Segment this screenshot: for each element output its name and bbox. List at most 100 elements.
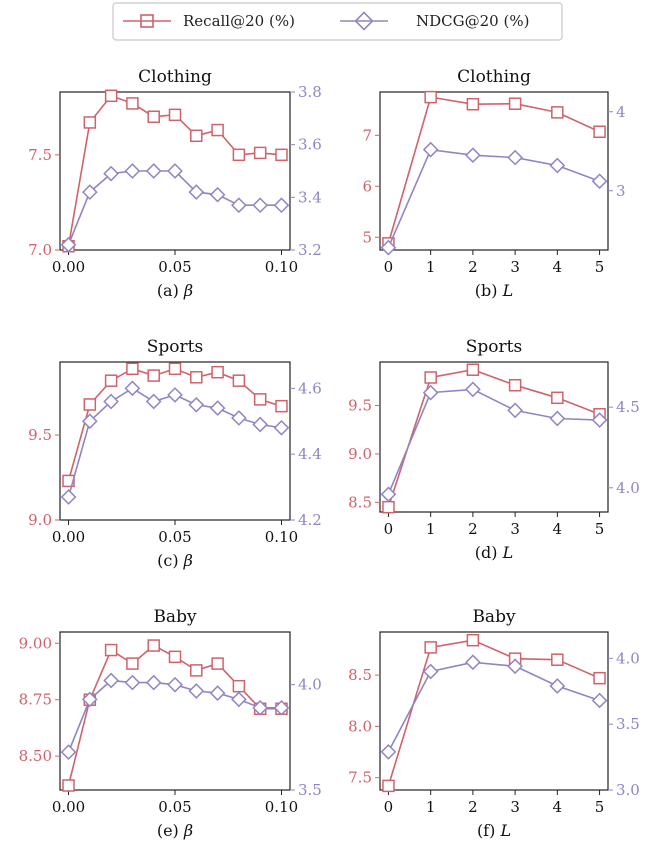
ndcg-point	[507, 402, 523, 419]
legend-ndcg-label: NDCG@20 (%)	[416, 12, 529, 30]
subplot-title: Sports	[466, 337, 522, 357]
subplot-caption: (f) L	[477, 821, 511, 840]
ndcg-point	[465, 147, 481, 164]
x-tick-label: 0.00	[52, 258, 85, 276]
recall-point	[211, 657, 224, 670]
ndcg-point	[465, 654, 481, 671]
ndcg-point	[81, 413, 98, 430]
y-left-tick-label: 5	[362, 228, 372, 246]
legend-frame	[112, 2, 563, 41]
subplot-1: Clothing 0.00 0.05 0.10 7.0 7.5 3.2 3.4 3.6 3.8 (a…	[28, 67, 322, 300]
y-right-tick-label: 4.6	[298, 379, 322, 397]
ndcg-point	[231, 410, 247, 426]
ndcg-point	[252, 699, 269, 716]
subplot-caption: (b) L	[475, 281, 513, 300]
ndcg-point	[103, 393, 119, 410]
ndcg-point	[60, 489, 77, 505]
recall-point	[593, 671, 606, 685]
x-tick-label: 1	[426, 258, 436, 276]
y-right-tick-label: 3.6	[298, 136, 322, 154]
x-tick-label: 4	[553, 258, 563, 276]
x-tick-label: 1	[426, 798, 436, 816]
x-tick-label: 0.00	[52, 798, 85, 816]
ndcg-point	[422, 663, 439, 680]
plot-frame	[379, 361, 609, 513]
ndcg-point	[231, 691, 247, 708]
x-tick-label: 0.10	[265, 528, 298, 546]
legend-recall-label: Recall@20 (%)	[183, 12, 295, 30]
x-tick-label: 0.05	[158, 258, 191, 276]
recall-point	[232, 374, 246, 387]
recall-point	[232, 679, 246, 693]
ndcg-point	[60, 236, 77, 253]
y-right-tick-label: 4	[616, 103, 626, 121]
recall-point	[424, 641, 437, 654]
y-left-tick-label: 6	[362, 177, 372, 195]
recall-point	[168, 108, 182, 122]
ndcg-point	[209, 400, 226, 416]
recall-point	[190, 664, 203, 677]
subplot-title: Baby	[153, 607, 197, 627]
ndcg-point	[103, 165, 119, 182]
recall-series-line	[67, 644, 282, 786]
recall-point	[253, 393, 267, 406]
y-left-tick-label: 8.0	[348, 717, 372, 735]
ndcg-point	[124, 380, 141, 397]
recall-point	[190, 129, 203, 143]
ndcg-point	[103, 672, 119, 689]
recall-point	[466, 363, 480, 376]
ndcg-point	[145, 674, 162, 691]
y-right-tick-label: 4.0	[298, 676, 322, 694]
x-tick-label: 5	[595, 258, 605, 276]
recall-point	[168, 362, 182, 376]
recall-point	[508, 378, 522, 392]
y-right-tick-label: 4.2	[298, 511, 322, 529]
ndcg-point	[273, 699, 290, 716]
x-tick-label: 0	[384, 798, 394, 816]
recall-series-line	[387, 96, 600, 244]
recall-series-line	[67, 367, 282, 482]
legend: Recall@20 (%) NDCG@20 (%)	[112, 2, 563, 41]
recall-point	[104, 643, 118, 657]
x-tick-label: 3	[510, 258, 520, 276]
recall-point	[147, 369, 160, 382]
ndcg-point	[209, 186, 226, 203]
ndcg-point	[60, 744, 77, 760]
y-right-tick-label: 4.5	[616, 398, 640, 416]
ndcg-point	[231, 197, 247, 214]
recall-point	[147, 110, 160, 123]
ndcg-point	[81, 184, 98, 200]
subplot-caption: (e) β	[157, 821, 193, 840]
y-left-tick-label: 9.0	[28, 511, 52, 529]
ndcg-point	[124, 674, 141, 691]
x-tick-label: 0	[384, 258, 394, 276]
x-tick-label: 0.05	[158, 798, 191, 816]
y-left-tick-label: 9.5	[348, 397, 372, 415]
x-tick-label: 0.05	[158, 528, 191, 546]
ndcg-point	[507, 149, 523, 166]
ndcg-point	[549, 157, 566, 174]
recall-point	[126, 362, 139, 376]
recall-series-line	[387, 368, 600, 508]
ndcg-point	[591, 412, 608, 428]
ndcg-point	[188, 683, 205, 699]
y-left-tick-label: 8.5	[348, 493, 372, 511]
subplot-title: Baby	[472, 607, 516, 627]
recall-point	[126, 97, 139, 110]
x-tick-label: 4	[553, 798, 563, 816]
ndcg-series-line	[67, 170, 282, 246]
ndcg-point	[252, 416, 269, 433]
y-left-tick-label: 9.0	[348, 445, 372, 463]
ndcg-point	[380, 239, 397, 256]
y-left-tick-label: 7.0	[28, 241, 52, 259]
x-tick-label: 3	[510, 520, 520, 538]
recall-point	[275, 399, 288, 413]
recall-point	[62, 779, 75, 792]
ndcg-point	[167, 163, 183, 179]
ndcg-point	[145, 163, 162, 179]
y-left-tick-label: 8.75	[19, 691, 52, 709]
x-tick-label: 5	[595, 520, 605, 538]
recall-point	[190, 371, 203, 384]
ndcg-point	[252, 197, 269, 214]
